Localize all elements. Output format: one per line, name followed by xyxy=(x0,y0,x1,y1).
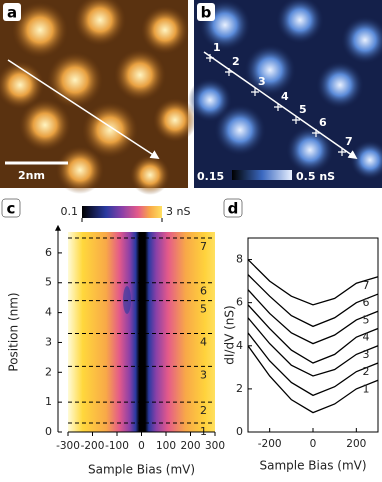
colorbar xyxy=(232,170,292,180)
colorbar-label: 0.15 xyxy=(197,170,224,183)
point-label: 2 xyxy=(232,55,240,68)
panel-label: c xyxy=(7,200,16,218)
texture xyxy=(123,286,131,314)
panel-label: d xyxy=(228,200,239,218)
y-tick-label: 4 xyxy=(236,339,243,352)
point-marker xyxy=(225,68,233,76)
spectrum-line xyxy=(247,317,379,377)
y-axis-label: Position (nm) xyxy=(7,292,21,371)
position-label: 7 xyxy=(200,240,207,253)
x-tick-label: -100 xyxy=(105,440,129,452)
x-tick-label: -200 xyxy=(258,438,282,450)
series-label: 5 xyxy=(363,313,370,326)
point-marker xyxy=(312,129,320,137)
x-tick-label: 300 xyxy=(205,440,225,452)
y-axis-label: dI/dV (nS) xyxy=(223,305,237,364)
y-tick-label: 0 xyxy=(236,425,243,438)
y-tick-label: 6 xyxy=(45,246,52,259)
point-marker xyxy=(338,148,346,156)
x-tick-label: -300 xyxy=(56,440,80,452)
x-tick-label: 0 xyxy=(138,440,145,452)
panel-label: b xyxy=(201,4,212,22)
spectrum-line xyxy=(247,274,379,328)
y-tick-label: 0 xyxy=(45,425,52,438)
x-axis-label: Sample Bias (mV) xyxy=(259,459,366,473)
point-label: 7 xyxy=(345,135,353,148)
position-label: 4 xyxy=(200,335,207,348)
x-tick-label: 100 xyxy=(156,440,176,452)
point-label: 1 xyxy=(213,41,221,54)
y-tick-label: 1 xyxy=(45,395,52,408)
point-marker xyxy=(274,103,282,111)
series-label: 1 xyxy=(363,382,370,395)
plot-frame xyxy=(247,237,379,433)
texture xyxy=(0,0,197,195)
x-axis-label: Sample Bias (mV) xyxy=(88,463,195,477)
position-label: 2 xyxy=(200,404,207,417)
position-label: 6 xyxy=(200,285,207,298)
spectrum-line xyxy=(247,289,379,345)
series-label: 7 xyxy=(363,279,370,292)
point-label: 4 xyxy=(281,90,289,103)
y-tick-label: 4 xyxy=(45,306,52,319)
x-tick-label: 0 xyxy=(310,438,317,450)
colorbar-label: 3 nS xyxy=(166,205,190,218)
position-label: 5 xyxy=(200,303,207,316)
series-label: 2 xyxy=(363,365,370,378)
point-label: 5 xyxy=(299,103,307,116)
x-tick-label: 200 xyxy=(346,438,366,450)
spectrum-line xyxy=(247,345,379,414)
panel-b: 0.15 0.5 nS b xyxy=(188,0,382,188)
scale-label: 2nm xyxy=(18,169,45,182)
panel-a: 2nm a xyxy=(0,0,197,195)
colorbar-label: 0.1 xyxy=(61,205,79,218)
texture xyxy=(188,0,382,180)
spectrum-line xyxy=(247,332,379,397)
y-tick-label: 5 xyxy=(45,276,52,289)
point-marker xyxy=(251,88,259,96)
panel-label: a xyxy=(7,4,17,22)
y-tick-label: 3 xyxy=(45,335,52,348)
point-marker xyxy=(206,54,214,62)
point-label: 6 xyxy=(319,116,327,129)
arrow xyxy=(7,59,160,159)
y-tick-label: 2 xyxy=(236,382,243,395)
y-tick-label: 8 xyxy=(236,253,243,266)
series-label: 4 xyxy=(363,331,370,344)
label-box xyxy=(223,198,243,218)
heatmap xyxy=(68,232,215,432)
position-label: 3 xyxy=(200,368,207,381)
series-label: 3 xyxy=(363,348,370,361)
series-label: 6 xyxy=(363,296,370,309)
spectrum-line xyxy=(247,259,379,306)
label-box xyxy=(1,198,21,218)
spectrum-line xyxy=(247,304,379,364)
label-box xyxy=(197,3,215,21)
x-tick-label: 200 xyxy=(180,440,200,452)
colorbar xyxy=(82,206,162,218)
label-box xyxy=(3,3,21,21)
y-tick-label: 6 xyxy=(236,296,243,309)
y-tick-label: 2 xyxy=(45,365,52,378)
point-marker xyxy=(292,116,300,124)
colorbar-label: 0.5 nS xyxy=(296,170,335,183)
x-tick-label: -200 xyxy=(81,440,105,452)
point-label: 3 xyxy=(258,75,266,88)
